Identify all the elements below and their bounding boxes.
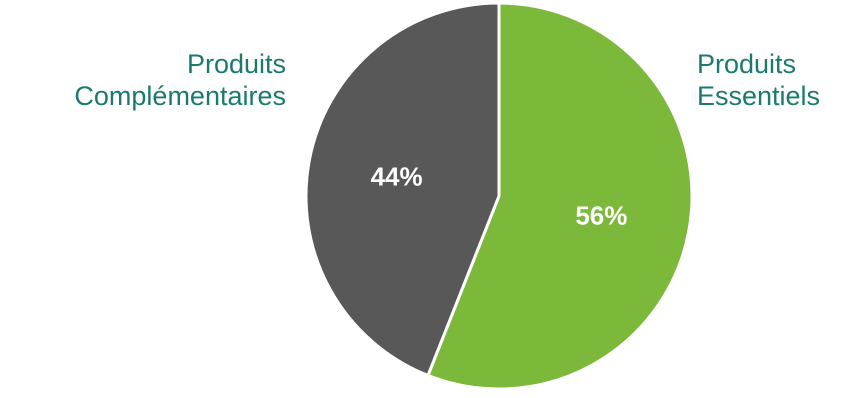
pie-slice-produits-essentiels bbox=[426, 1, 694, 391]
category-label-line: Complémentaires bbox=[74, 81, 286, 111]
pie-slices bbox=[304, 1, 694, 391]
data-label-produits-essentiels: 56% bbox=[575, 201, 627, 231]
category-label-line: Produits bbox=[186, 49, 286, 79]
pie-slice-produits-complementaires bbox=[304, 1, 501, 377]
pie-data-labels: 56% 44% bbox=[371, 161, 628, 230]
category-label-produits-complementaires: Produits Complémentaires bbox=[74, 48, 286, 112]
category-label-line: Produits bbox=[697, 49, 797, 79]
data-label-produits-complementaires: 44% bbox=[371, 161, 423, 191]
category-label-produits-essentiels: Produits Essentiels bbox=[697, 48, 820, 112]
category-label-line: Essentiels bbox=[697, 81, 821, 111]
